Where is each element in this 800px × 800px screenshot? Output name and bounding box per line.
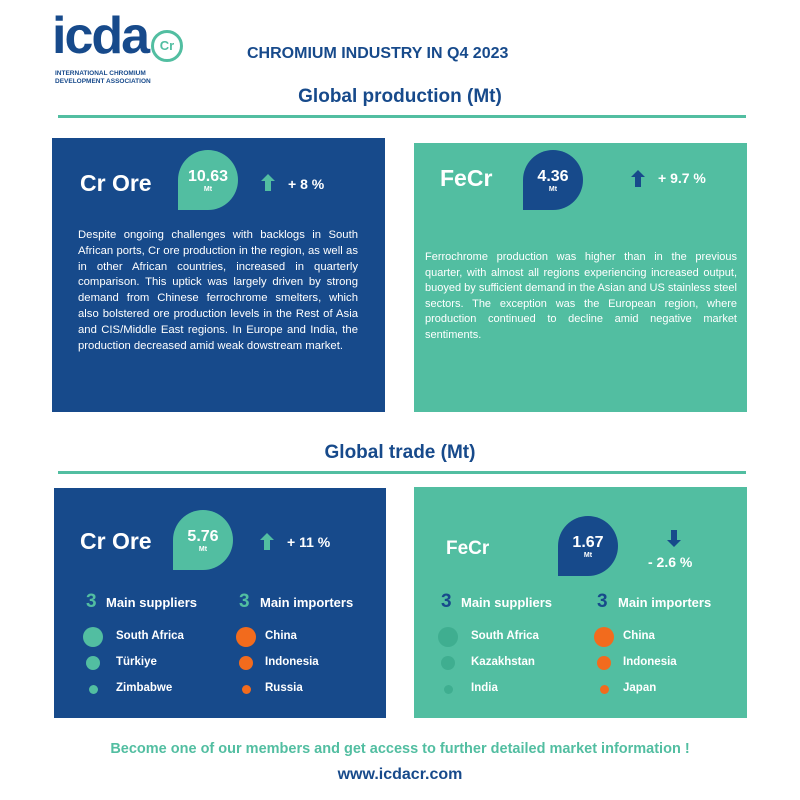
bullet: [438, 627, 458, 647]
logo-badge: Cr: [151, 30, 183, 62]
change: - 2.6 %: [648, 554, 693, 570]
supplier: India: [471, 682, 498, 694]
change: + 8 %: [288, 176, 325, 192]
change: + 11 %: [287, 534, 331, 550]
count: 3: [86, 591, 97, 612]
unit: Mt: [203, 186, 213, 193]
value: 4.36: [537, 168, 569, 185]
value-badge: 1.67 Mt: [558, 516, 618, 576]
page-title: CHROMIUM INDUSTRY IN Q4 2023: [247, 45, 509, 62]
supplier: South Africa: [116, 630, 184, 642]
value: 1.67: [572, 534, 604, 551]
bullet: [239, 656, 253, 670]
supplier: Kazakhstan: [471, 656, 535, 668]
change: + 9.7 %: [658, 170, 706, 186]
section-heading: Global trade (Mt): [324, 442, 476, 463]
unit: Mt: [583, 552, 593, 559]
count: 3: [597, 591, 608, 612]
importer: Japan: [623, 682, 657, 694]
value: 10.63: [187, 168, 229, 185]
card-title: Cr Ore: [80, 170, 152, 196]
list-label: Main importers: [260, 595, 354, 610]
list-label: Main suppliers: [461, 595, 553, 610]
logo: icda: [52, 7, 150, 65]
list-label: Main suppliers: [106, 595, 198, 610]
up-arrow: [261, 174, 275, 191]
description: Ferrochrome production was higher than i…: [425, 251, 737, 341]
importer: Indonesia: [623, 656, 677, 668]
count: 3: [239, 591, 250, 612]
importer: Indonesia: [265, 656, 319, 668]
up-arrow: [260, 533, 274, 550]
logo-caption: INTERNATIONAL CHROMIUM: [55, 70, 146, 77]
importer: Russia: [265, 682, 303, 694]
importer: China: [265, 630, 297, 642]
importer: China: [623, 630, 655, 642]
unit: Mt: [198, 546, 208, 553]
supplier: Türkiye: [116, 656, 157, 668]
bullet: [599, 684, 609, 694]
up-arrow: [631, 170, 645, 187]
bullet: [597, 656, 611, 670]
logo-caption: DEVELOPMENT ASSOCIATION: [55, 78, 151, 85]
bullet: [441, 656, 455, 670]
divider: [58, 471, 746, 474]
value: 5.76: [187, 528, 219, 545]
bullet: [236, 627, 256, 647]
bullet: [443, 684, 453, 694]
count: 3: [441, 591, 452, 612]
value-badge: 5.76 Mt: [173, 510, 233, 570]
divider: [58, 115, 746, 118]
card-title: FeCr: [446, 538, 490, 559]
card-title: FeCr: [440, 165, 493, 191]
value-badge: 10.63 Mt: [178, 150, 238, 210]
down-arrow: [667, 530, 681, 547]
bullet: [241, 684, 251, 694]
card-title: Cr Ore: [80, 528, 152, 554]
list-label: Main importers: [618, 595, 712, 610]
call-to-action: Become one of our members and get access…: [110, 741, 690, 757]
bullet: [83, 627, 103, 647]
section-heading: Global production (Mt): [298, 86, 502, 107]
website-link[interactable]: www.icdacr.com: [337, 766, 463, 783]
supplier: Zimbabwe: [116, 682, 173, 694]
value-badge: 4.36 Mt: [523, 150, 583, 210]
bullet: [86, 656, 100, 670]
bullet: [594, 627, 614, 647]
bullet: [88, 684, 98, 694]
description: Despite ongoing challenges with backlogs…: [78, 229, 358, 352]
supplier: South Africa: [471, 630, 539, 642]
unit: Mt: [548, 186, 558, 193]
